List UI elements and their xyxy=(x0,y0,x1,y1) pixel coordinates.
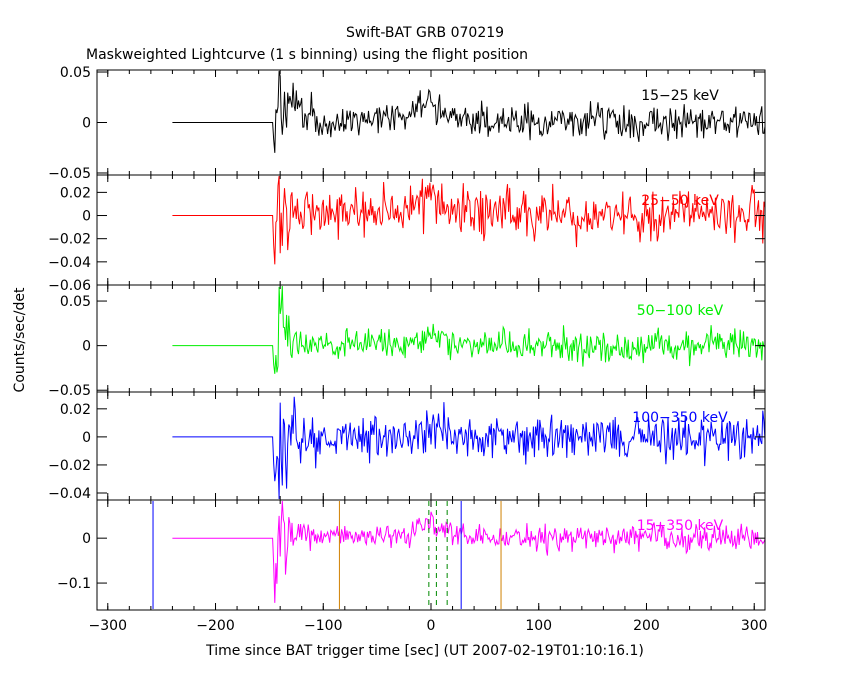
x-tick-label: 100 xyxy=(525,618,552,634)
series-line xyxy=(172,396,766,500)
y-tick-label: −0.06 xyxy=(48,278,91,294)
y-tick-label: −0.02 xyxy=(48,458,91,474)
chart-subtitle: Maskweighted Lightcurve (1 s binning) us… xyxy=(86,47,528,63)
y-axis-label: Counts/sec/det xyxy=(12,287,28,392)
x-tick-label: 0 xyxy=(427,618,436,634)
x-tick-label: 200 xyxy=(633,618,660,634)
band-label: 25−50 keV xyxy=(641,193,719,209)
x-tick-label: −100 xyxy=(304,618,342,634)
y-tick-label: 0.02 xyxy=(60,402,91,418)
x-tick-label: 300 xyxy=(741,618,768,634)
series-line xyxy=(172,285,766,374)
y-tick-label: 0 xyxy=(82,531,91,547)
x-axis-label: Time since BAT trigger time [sec] (UT 20… xyxy=(205,643,644,659)
y-tick-label: 0 xyxy=(82,209,91,225)
series-line xyxy=(172,70,766,153)
y-tick-label: 0.05 xyxy=(60,294,91,310)
x-tick-label: −200 xyxy=(196,618,234,634)
series-line xyxy=(172,175,766,265)
band-label: 100−350 keV xyxy=(632,410,728,426)
y-tick-label: 0 xyxy=(82,430,91,446)
band-label: 50−100 keV xyxy=(637,303,724,319)
y-tick-label: 0.05 xyxy=(60,65,91,81)
panel-1: −0.05 0 0.05 15−25 keV xyxy=(48,65,766,182)
y-tick-label: 0 xyxy=(82,116,91,132)
y-tick-label: 0.02 xyxy=(60,185,91,201)
panel-2: −0.06 −0.04 −0.02 0 0.02 25−50 keV xyxy=(48,174,766,294)
band-label: 15−25 keV xyxy=(641,88,719,104)
panels-group: −0.05 0 0.05 15−25 keV −0.06 −0.04 −0.02 0 0.02 2… xyxy=(48,65,767,634)
y-tick-label: −0.05 xyxy=(48,383,91,399)
panel-3: −0.05 0 0.05 50−100 keV xyxy=(48,284,766,399)
panel-5: −0.1 0 15−350 keV xyxy=(57,499,766,611)
band-label: 15−350 keV xyxy=(637,518,724,534)
y-tick-label: −0.04 xyxy=(48,486,91,502)
panel-frame xyxy=(96,174,766,286)
y-tick-label: −0.05 xyxy=(48,166,91,182)
chart-title: Swift-BAT GRB 070219 xyxy=(346,25,504,41)
y-tick-label: −0.04 xyxy=(48,255,91,271)
y-tick-label: 0 xyxy=(82,339,91,355)
y-tick-label: −0.1 xyxy=(57,576,91,592)
series-line xyxy=(172,500,766,603)
x-tick-label: −300 xyxy=(89,618,127,634)
panel-4: −0.04 −0.02 0 0.02 100−350 keV xyxy=(48,391,766,502)
y-tick-label: −0.02 xyxy=(48,232,91,248)
